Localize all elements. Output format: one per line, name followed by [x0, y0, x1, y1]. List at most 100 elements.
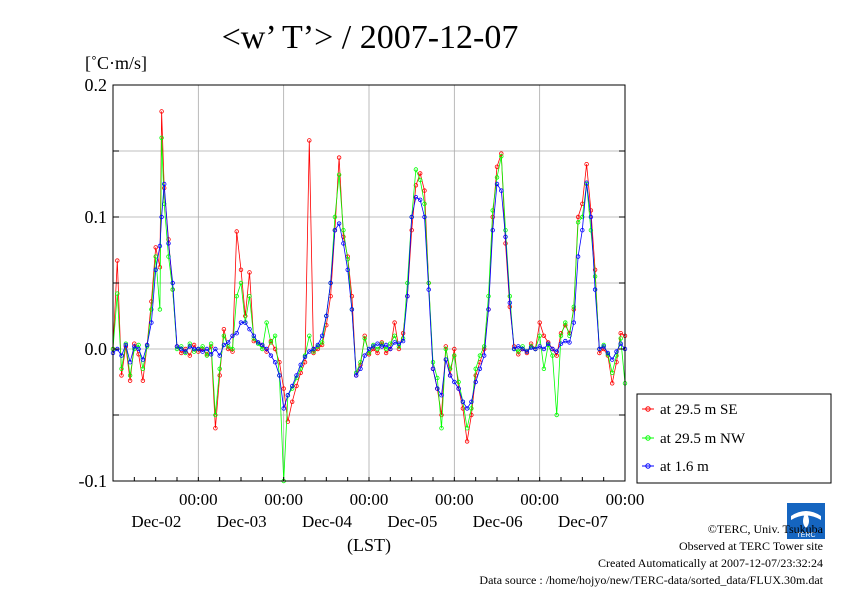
data-point	[563, 338, 568, 344]
y-tick-label: 0.2	[85, 75, 108, 95]
data-point	[315, 342, 320, 348]
x-tick-time: 00:00	[179, 490, 218, 509]
data-point	[618, 331, 623, 336]
data-point	[153, 245, 158, 250]
data-point	[413, 194, 419, 200]
data-point	[149, 307, 154, 312]
x-tick-time: 00:00	[606, 490, 645, 509]
x-axis-ticks: 00:00 Dec-02 00:00 Dec-03 00:00 Dec-04 00:00 De…	[112, 477, 645, 531]
data-point	[341, 241, 346, 246]
data-point	[341, 227, 346, 233]
data-point	[251, 333, 256, 338]
data-point	[499, 154, 504, 159]
data-point	[149, 320, 154, 325]
data-point	[217, 373, 222, 378]
data-point	[179, 346, 184, 352]
data-point	[435, 375, 440, 381]
x-tick-date: Dec-04	[302, 512, 353, 531]
series-layer	[110, 109, 628, 484]
x-axis-label: (LST)	[347, 535, 391, 556]
data-point	[328, 280, 333, 286]
data-point	[221, 327, 227, 332]
data-point	[469, 406, 474, 411]
data-point	[136, 346, 141, 352]
data-point	[285, 419, 291, 424]
data-point	[213, 426, 218, 431]
data-point	[311, 349, 316, 354]
data-point	[225, 344, 231, 349]
legend-label-1-6m: at 1.6 m	[660, 459, 709, 475]
data-point	[464, 439, 470, 444]
data-point	[460, 406, 466, 411]
data-point	[426, 287, 431, 292]
data-point	[157, 307, 163, 312]
data-point	[588, 214, 594, 220]
data-point	[166, 241, 171, 246]
data-point	[127, 378, 133, 383]
data-point	[610, 370, 615, 375]
data-point	[225, 340, 231, 345]
data-point	[157, 243, 163, 249]
data-point	[379, 341, 384, 346]
data-point	[597, 350, 602, 356]
data-point	[298, 362, 303, 367]
data-point	[456, 379, 461, 385]
data-point	[537, 320, 542, 325]
data-point	[409, 227, 414, 233]
data-point	[159, 214, 164, 220]
data-point	[234, 294, 239, 299]
data-point	[238, 320, 244, 325]
data-point	[268, 340, 274, 345]
data-point	[392, 340, 397, 345]
data-point	[238, 280, 244, 286]
data-point	[541, 346, 547, 352]
data-point	[234, 229, 239, 234]
data-point	[430, 366, 436, 371]
data-point	[132, 341, 137, 346]
data-point	[375, 346, 380, 352]
y-tick-label: -0.1	[79, 471, 108, 491]
data-point	[319, 340, 325, 345]
chart-title: <w’ T’> / 2007-12-07	[222, 19, 519, 56]
data-point	[537, 333, 542, 338]
data-point	[132, 344, 137, 349]
data-point	[187, 344, 192, 349]
data-point	[418, 177, 423, 183]
data-point	[159, 109, 164, 114]
grid-lines	[113, 84, 626, 482]
legend-marker-nw	[645, 435, 651, 441]
data-point	[558, 333, 564, 338]
data-point	[191, 349, 197, 354]
y-tick-label: 0.0	[85, 339, 108, 359]
x-tick-time: 00:00	[520, 490, 559, 509]
data-point	[161, 181, 167, 187]
legend-label-nw: at 29.5 m NW	[660, 431, 746, 447]
data-point	[230, 349, 235, 354]
data-point	[217, 366, 222, 371]
data-point	[452, 353, 457, 358]
data-point	[477, 353, 483, 358]
data-point	[332, 227, 338, 233]
data-point	[575, 254, 581, 259]
data-point	[567, 340, 572, 345]
data-point	[499, 151, 504, 156]
data-point	[345, 267, 350, 272]
data-point	[482, 353, 487, 358]
data-point	[264, 320, 269, 325]
x-tick-date: Dec-02	[131, 512, 181, 531]
data-point	[375, 350, 380, 356]
footer-source: Data source : /home/hojyo/new/TERC-data/…	[479, 573, 823, 587]
data-point	[388, 346, 393, 352]
y-axis-label: [˚C·m/s]	[85, 53, 147, 73]
data-point	[439, 393, 444, 398]
data-point	[127, 373, 133, 378]
data-point	[319, 333, 325, 338]
data-point	[610, 357, 615, 362]
data-point	[217, 353, 222, 358]
data-point	[159, 135, 164, 140]
data-point	[170, 280, 175, 286]
data-point	[528, 345, 534, 350]
series-line	[112, 137, 626, 482]
data-point	[558, 341, 564, 346]
